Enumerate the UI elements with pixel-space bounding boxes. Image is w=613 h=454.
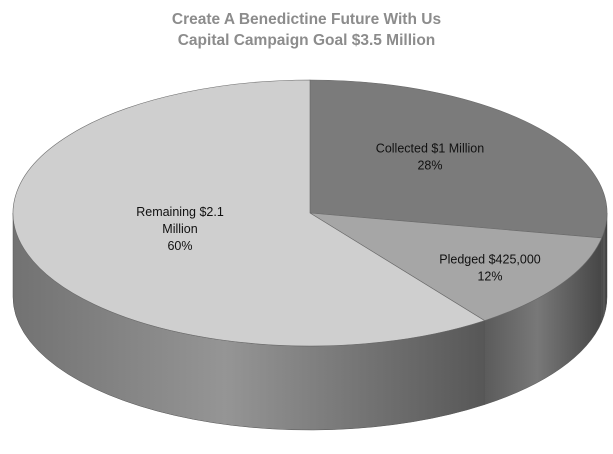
slice-label-0: Collected $1 Million 28% bbox=[376, 142, 484, 173]
slice-label-line: 60% bbox=[167, 239, 192, 253]
pie-slice-0 bbox=[309, 79, 608, 239]
slice-label-line: 12% bbox=[477, 270, 502, 284]
chart-subtitle: Capital Campaign Goal $3.5 Million bbox=[177, 32, 436, 49]
chart-title-block: Create A Benedictine Future With Us Capi… bbox=[0, 9, 613, 51]
slice-label-line: 28% bbox=[417, 159, 442, 173]
slice-label-line: Million bbox=[162, 222, 197, 236]
slice-label-line: Remaining $2.1 bbox=[136, 205, 224, 219]
slice-label-line: Pledged $425,000 bbox=[439, 253, 541, 267]
pie-slice-1 bbox=[309, 212, 603, 321]
slice-label-2: Remaining $2.1 Million 60% bbox=[136, 205, 224, 253]
pie-slice-2 bbox=[12, 79, 486, 347]
slice-label-1: Pledged $425,000 12% bbox=[439, 253, 541, 284]
slice-label-line: Collected $1 Million bbox=[376, 142, 484, 156]
chart-title: Create A Benedictine Future With Us bbox=[171, 11, 442, 28]
